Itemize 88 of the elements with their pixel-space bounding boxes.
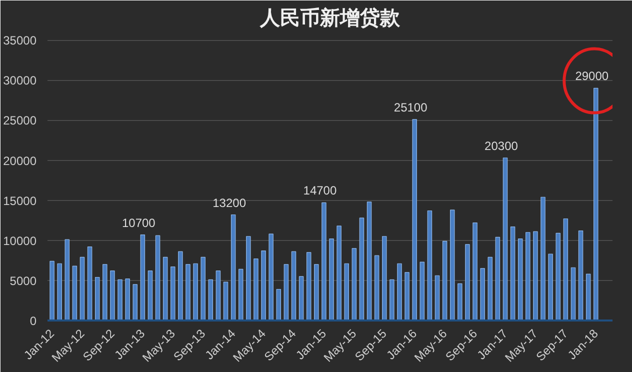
bar [382,236,387,320]
bar [480,268,485,320]
bar [118,279,122,320]
bar [510,226,516,320]
bar [268,234,274,320]
data-label: 29000 [575,69,609,84]
bar [238,268,244,320]
bar [148,270,153,320]
bar [336,226,342,320]
bar [72,266,78,320]
y-tick-label: 20000 [3,154,37,168]
bar [102,264,108,320]
bar [502,158,508,320]
y-tick-label: 0 [30,314,37,328]
bar [314,264,319,320]
y-tick-label: 30000 [3,74,37,88]
bar [50,260,54,320]
data-label: 10700 [122,216,156,230]
bar [254,258,258,320]
bar [344,263,349,320]
bar [442,240,448,320]
bar [276,288,282,320]
y-tick-label: 25000 [3,114,37,128]
bar [548,254,553,320]
y-tick-label: 5000 [10,274,37,288]
bar [57,263,62,320]
bar [284,264,289,320]
data-label: 14700 [303,184,337,198]
bar [110,270,115,320]
bar [570,267,576,320]
bar [193,263,198,320]
bar [488,256,493,320]
bar [162,256,168,320]
bar [412,119,417,320]
bar [178,251,183,320]
bar [518,238,523,320]
bar [200,256,206,320]
bar [578,230,584,320]
bar [216,270,221,320]
bar [352,248,357,320]
data-label: 13200 [212,196,246,210]
bar [64,239,70,320]
bar [420,262,425,320]
bar [472,222,478,320]
bar [390,279,394,320]
bar [125,278,130,320]
bar [87,246,92,320]
bar [246,236,251,320]
y-tick-label: 10000 [3,234,37,248]
bar [223,282,228,320]
bar [427,210,432,320]
bar [495,236,500,320]
bar [366,202,372,320]
bar [261,250,266,320]
bar [540,196,546,320]
bar [359,218,364,320]
bar [556,232,560,320]
bar [465,244,470,320]
bar [322,202,326,320]
bar [594,88,598,320]
bar [526,232,530,320]
bar [298,276,304,320]
bar [140,234,146,320]
bar [80,256,85,320]
data-label: 25100 [394,100,428,114]
bar [186,264,190,320]
bar [306,252,312,320]
bar [291,251,296,320]
y-tick-label: 35000 [3,34,37,48]
bar [374,255,380,320]
bar [563,218,568,320]
bar [586,274,591,320]
bar [533,231,538,320]
bar [434,275,440,320]
bar [458,283,462,320]
y-tick-label: 15000 [3,194,37,208]
bar [132,284,138,320]
data-label: 20300 [484,138,518,153]
bar [230,214,236,320]
bar [170,266,176,320]
bar [404,272,410,320]
bar [397,263,402,320]
chart-title: 人民币新增贷款 [259,6,401,30]
bar [208,279,214,320]
bar [155,235,160,320]
bar [329,238,334,320]
bar [94,276,100,320]
bar [450,210,455,320]
